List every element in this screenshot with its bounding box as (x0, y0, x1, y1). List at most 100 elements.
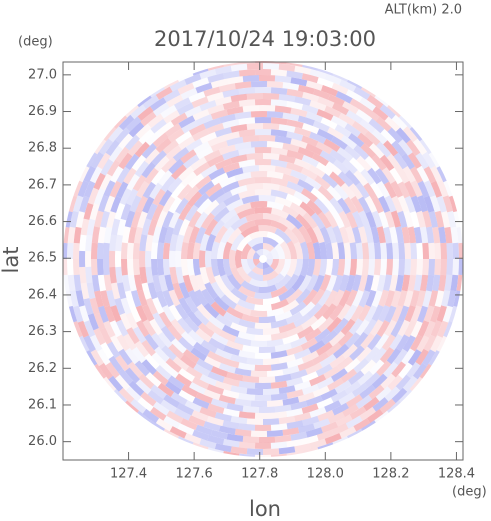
echo-cell (286, 438, 303, 448)
echo-cell (168, 343, 184, 360)
echo-cell (192, 109, 210, 121)
echo-cell (162, 363, 179, 379)
echo-cell (234, 202, 252, 214)
echo-cell (165, 380, 182, 395)
echo-cell (258, 346, 276, 353)
echo-cell (137, 289, 148, 307)
echo-cell (320, 388, 338, 401)
echo-cell (422, 349, 436, 367)
echo-cell (349, 406, 367, 420)
echo-cell (234, 428, 252, 437)
echo-cell (358, 304, 371, 322)
echo-cell (271, 207, 289, 220)
echo-cell (238, 99, 256, 107)
echo-cell (298, 454, 315, 457)
echo-cell (387, 374, 403, 391)
echo-cell (407, 226, 417, 244)
echo-cell (263, 93, 280, 100)
echo-cell (442, 305, 453, 323)
echo-cell (434, 242, 442, 259)
echo-cell (164, 274, 175, 292)
echo-cell (250, 430, 268, 438)
echo-cell (254, 146, 272, 154)
echo-cell (246, 388, 263, 395)
echo-cell (263, 213, 281, 222)
echo-cell (290, 169, 308, 182)
echo-cell (337, 171, 354, 187)
echo-cell (195, 175, 212, 190)
echo-cell (391, 387, 408, 404)
echo-cell (104, 305, 116, 323)
echo-cell (278, 184, 296, 196)
echo-cell (313, 61, 331, 68)
echo-cell (339, 426, 357, 439)
echo-cell (270, 331, 289, 341)
x-unit: (deg) (452, 485, 487, 500)
echo-cell (266, 399, 284, 407)
echo-cell (184, 73, 202, 85)
echo-cell (331, 82, 349, 95)
echo-cell (278, 63, 296, 72)
echo-cell (441, 211, 451, 228)
echo-cell (126, 327, 140, 345)
echo-cell (337, 197, 351, 215)
echo-cell (383, 140, 399, 157)
echo-cell (447, 210, 457, 228)
echo-cell (345, 226, 356, 244)
echo-cell (321, 85, 339, 97)
echo-cell (319, 150, 337, 164)
echo-cell (222, 100, 240, 110)
echo-cell (94, 188, 106, 206)
echo-cell (337, 242, 345, 259)
echo-cell (193, 192, 210, 209)
echo-cell (170, 112, 188, 126)
echo-cell (315, 363, 333, 377)
echo-cell (312, 351, 329, 366)
echo-cell (278, 322, 296, 334)
echo-cell (379, 104, 396, 120)
echo-cell (263, 243, 275, 252)
echo-cell (295, 213, 311, 230)
echo-cell (188, 274, 200, 292)
echo-cell (242, 105, 260, 113)
echo-cell (254, 322, 272, 330)
echo-cell (265, 251, 274, 259)
echo-cell (99, 327, 113, 345)
echo-cell (220, 294, 237, 310)
echo-cell (355, 109, 373, 124)
echo-cell (423, 305, 435, 323)
echo-cell (317, 289, 332, 307)
echo-cell (360, 359, 377, 375)
echo-cell (128, 121, 145, 138)
echo-cell (349, 98, 367, 112)
echo-cell (286, 389, 304, 399)
echo-cell (462, 226, 463, 244)
echo-cell (404, 195, 416, 213)
echo-cell (263, 63, 280, 70)
echo-cell (352, 210, 364, 229)
echo-cell (422, 259, 429, 276)
echo-cell (167, 177, 183, 194)
echo-cell (178, 282, 191, 300)
echo-cell (365, 289, 377, 307)
echo-cell (210, 140, 228, 152)
echo-cell (452, 259, 459, 276)
echo-cell (278, 124, 296, 133)
echo-cell (286, 131, 304, 142)
echo-cell (297, 359, 315, 372)
echo-cell (327, 94, 345, 107)
echo-cell (158, 226, 168, 244)
echo-cell (79, 266, 87, 284)
echo-cell (254, 304, 272, 311)
echo-cell (416, 165, 430, 183)
echo-cell (270, 177, 289, 187)
echo-cell (305, 111, 323, 123)
echo-cell (94, 210, 104, 228)
echo-cell (290, 369, 308, 380)
echo-cell (163, 415, 181, 429)
echo-cell (110, 166, 124, 183)
echo-cell (129, 195, 142, 213)
echo-cell (162, 305, 176, 323)
echo-cell (302, 289, 318, 306)
echo-cell (384, 386, 401, 402)
